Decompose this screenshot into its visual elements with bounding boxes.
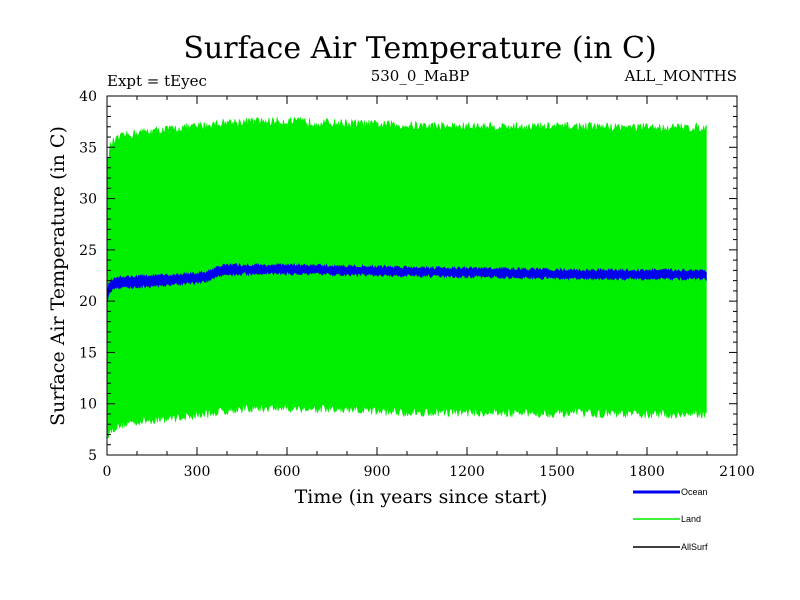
y-tick-label: 15 <box>79 345 97 361</box>
y-tick-label: 20 <box>79 294 97 310</box>
legend: Ocean Land AllSurf <box>633 487 708 552</box>
months-label: ALL_MONTHS <box>624 67 737 85</box>
x-tick-label: 1200 <box>449 464 485 480</box>
y-tick-label: 40 <box>79 89 97 105</box>
x-tick-label: 2100 <box>719 464 755 480</box>
period-label: 530_0_MaBP <box>371 67 470 85</box>
x-tick-label: 300 <box>184 464 211 480</box>
y-tick-label: 25 <box>79 243 97 259</box>
x-tick-label: 1500 <box>539 464 575 480</box>
x-tick-label: 0 <box>103 464 112 480</box>
x-axis: 0 300 600 900 1200 1500 1800 2100 <box>103 96 755 480</box>
experiment-label: Expt = tEyec <box>107 72 207 90</box>
legend-label-land: Land <box>681 514 701 524</box>
x-tick-label: 1800 <box>629 464 665 480</box>
land-series-layer <box>106 116 707 439</box>
legend-label-ocean: Ocean <box>681 487 708 497</box>
ocean-series-layer <box>106 262 707 303</box>
chart-title: Surface Air Temperature (in C) <box>183 31 656 66</box>
y-tick-label: 10 <box>79 397 97 413</box>
x-axis-label: Time (in years since start) <box>295 486 548 508</box>
x-tick-label: 900 <box>364 464 391 480</box>
y-axis-label: Surface Air Temperature (in C) <box>47 126 69 426</box>
y-tick-label: 5 <box>88 448 97 464</box>
y-tick-label: 35 <box>79 140 97 156</box>
y-tick-label: 30 <box>79 192 97 208</box>
legend-label-allsurf: AllSurf <box>681 542 708 552</box>
x-tick-label: 600 <box>274 464 301 480</box>
land-series-band <box>106 116 707 439</box>
plot-frame <box>106 95 738 456</box>
y-axis: 5 10 15 20 25 30 35 40 <box>79 89 737 464</box>
ocean-series-band <box>106 262 707 303</box>
